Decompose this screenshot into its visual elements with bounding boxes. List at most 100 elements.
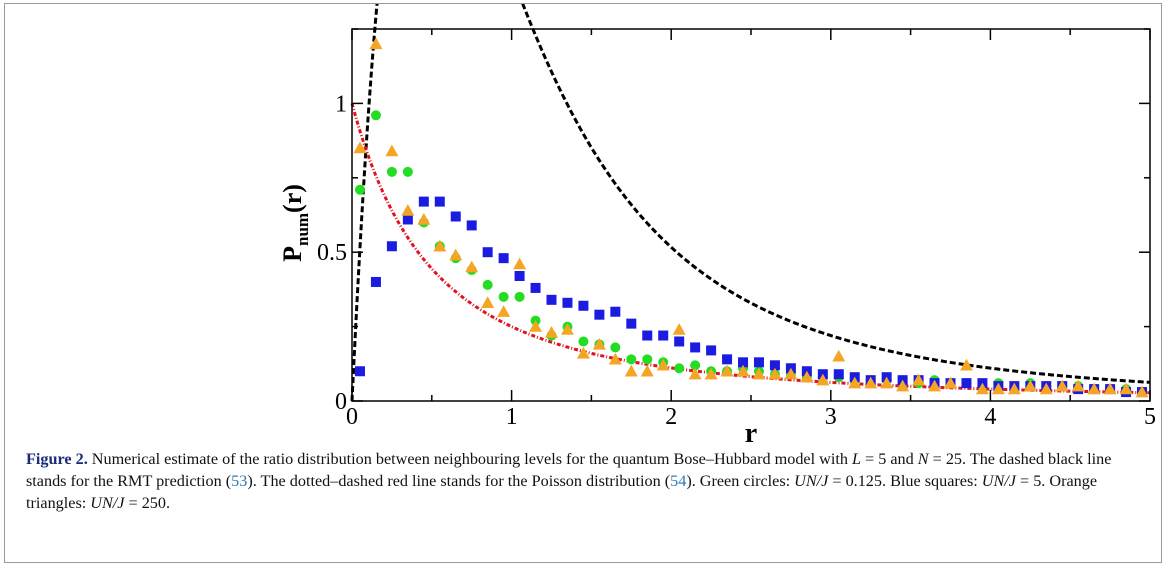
orange-triangle-point: [465, 260, 479, 273]
plot-area-border: [351, 28, 1151, 402]
orange-triangle-point: [975, 382, 989, 395]
orange-triangle-point: [449, 248, 463, 261]
blue-square-point: [578, 300, 589, 311]
poisson-curve: [350, 103, 1151, 395]
math-symbol: UN/J: [90, 494, 125, 512]
orange-triangle-point: [688, 367, 702, 380]
green-circle-point: [498, 291, 509, 302]
orange-triangle-point: [656, 358, 670, 371]
blue-square-point: [706, 345, 717, 356]
green-circle-point: [370, 110, 381, 121]
math-symbol: UN/J: [981, 472, 1016, 490]
y-tick-label: 1: [335, 91, 347, 117]
orange-triangle-point: [513, 257, 527, 270]
orange-triangle-point: [720, 364, 734, 377]
orange-triangle-point: [1007, 382, 1021, 395]
orange-triangle-point: [784, 367, 798, 380]
x-tick-label: 2: [665, 404, 677, 430]
orange-triangle-point: [959, 358, 973, 371]
green-circle-point: [690, 360, 701, 371]
orange-triangle-point: [417, 212, 431, 225]
caption-text: = 5 and: [861, 450, 918, 468]
orange-triangle-point: [848, 376, 862, 389]
orange-triangle-point: [1023, 379, 1037, 392]
green-circle-point: [626, 354, 637, 365]
green-circle-point: [578, 336, 589, 347]
blue-square-point: [610, 306, 621, 317]
orange-triangle-point: [560, 323, 574, 335]
orange-triangle-point: [385, 144, 399, 157]
scatter-chart: 0 1 2 3 4 5 0 0.5 1 r Pnum(r): [278, 4, 1156, 444]
orange-triangle-point: [896, 379, 910, 392]
caption-text: = 0.125. Blue squares:: [828, 472, 982, 490]
orange-triangle-point: [1087, 382, 1101, 395]
caption-text: ). The dotted–dashed red line stands for…: [247, 472, 671, 490]
blue-square-point: [738, 357, 749, 368]
labels-layer: 0 1 2 3 4 5 0 0.5 1 r Pnum(r): [278, 91, 1156, 444]
math-symbol: UN/J: [794, 472, 829, 490]
green-circle-point: [354, 184, 365, 195]
orange-triangle-point: [991, 382, 1005, 395]
blue-square-point: [450, 211, 461, 222]
orange-triangle-point: [608, 352, 622, 365]
orange-triangle-point: [864, 376, 878, 389]
y-axis-label-subscript: num: [293, 213, 312, 246]
blue-square-point: [402, 214, 413, 225]
caption-text: = 5. Orange triangles:: [26, 472, 1098, 512]
reference-link[interactable]: 54: [670, 472, 687, 490]
blue-square-point: [658, 330, 669, 341]
blue-square-point: [354, 366, 365, 377]
blue-square-point: [386, 241, 397, 252]
orange-triangle-point: [800, 370, 814, 383]
orange-triangle-point: [672, 323, 686, 335]
blue-square-point: [530, 282, 541, 293]
orange-triangle-point: [912, 373, 926, 386]
figure-frame: 0 1 2 3 4 5 0 0.5 1 r Pnum(r) Figure 2. Numerical …: [4, 3, 1162, 563]
caption-text: ). Green circles:: [686, 472, 795, 490]
x-axis-label: r: [745, 418, 757, 444]
orange-triangle-point: [640, 364, 654, 377]
blue-square-point: [722, 354, 733, 365]
orange-triangle-point: [816, 373, 830, 386]
x-tick-label: 3: [825, 404, 837, 430]
blue-square-point: [674, 336, 685, 347]
y-tick-label: 0: [335, 389, 347, 415]
caption-text: Numerical estimate of the ratio distribu…: [87, 450, 852, 468]
orange-triangle-point: [529, 320, 543, 332]
orange-triangle-point: [736, 364, 750, 377]
reference-link[interactable]: 53: [231, 472, 248, 490]
y-axis-label: Pnum(r): [278, 184, 312, 262]
green-circle-point: [402, 166, 413, 177]
blue-square-point: [961, 378, 972, 389]
orange-triangle-point: [1119, 382, 1133, 395]
orange-triangle-point: [768, 367, 782, 380]
blue-square-point: [546, 294, 557, 305]
caption-body: Numerical estimate of the ratio distribu…: [26, 450, 1111, 512]
green-circle-point: [674, 363, 685, 374]
math-symbol: N: [917, 450, 929, 468]
orange-triangle-point: [1055, 379, 1069, 392]
blue-square-point: [769, 360, 780, 371]
blue-square-point: [642, 330, 653, 341]
green-circle-point: [482, 279, 493, 290]
blue-square-point: [562, 297, 573, 308]
orange-triangle-point: [1103, 382, 1117, 395]
math-symbol: L: [851, 450, 861, 468]
x-tick-label: 0: [346, 404, 358, 430]
blue-square-point: [466, 220, 477, 231]
blue-square-point: [626, 318, 637, 329]
orange-triangle-point: [353, 141, 367, 154]
blue-square-point: [498, 253, 509, 264]
orange-triangle-point: [832, 349, 846, 362]
green-circle-point: [386, 166, 397, 177]
blue-square-point: [753, 357, 764, 368]
blue-square-point: [370, 276, 381, 287]
orange-triangle-point: [944, 376, 957, 389]
blue-square-point: [418, 196, 429, 207]
orange-triangle-point: [880, 376, 894, 389]
rmt-curve: [350, 4, 1151, 402]
orange-triangle-point: [624, 364, 638, 377]
orange-triangle-point: [481, 296, 495, 308]
orange-triangle-point: [369, 37, 383, 50]
y-axis-label-tail: (r): [278, 184, 307, 213]
